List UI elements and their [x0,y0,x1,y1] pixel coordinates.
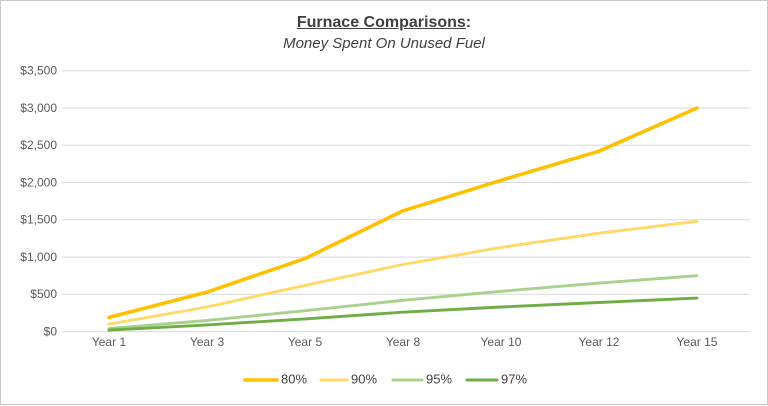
svg-text:Year 1: Year 1 [92,335,127,349]
svg-text:$3,500: $3,500 [20,64,57,78]
svg-text:$2,000: $2,000 [20,175,57,189]
svg-text:Year 12: Year 12 [579,335,620,349]
svg-text:Year 10: Year 10 [481,335,522,349]
svg-text:Year 15: Year 15 [677,335,718,349]
svg-text:95%: 95% [426,372,452,387]
svg-text:$3,000: $3,000 [20,101,57,115]
svg-text:Year 8: Year 8 [386,335,421,349]
svg-text:$1,500: $1,500 [20,213,57,227]
svg-text:97%: 97% [501,372,527,387]
svg-text:$0: $0 [44,324,58,338]
svg-text:$2,500: $2,500 [20,138,57,152]
svg-text:$1,000: $1,000 [20,250,57,264]
svg-text:80%: 80% [281,372,307,387]
svg-text:$500: $500 [30,287,57,301]
svg-text:90%: 90% [351,372,377,387]
svg-text:Year 3: Year 3 [190,335,225,349]
svg-text:Year 5: Year 5 [288,335,323,349]
